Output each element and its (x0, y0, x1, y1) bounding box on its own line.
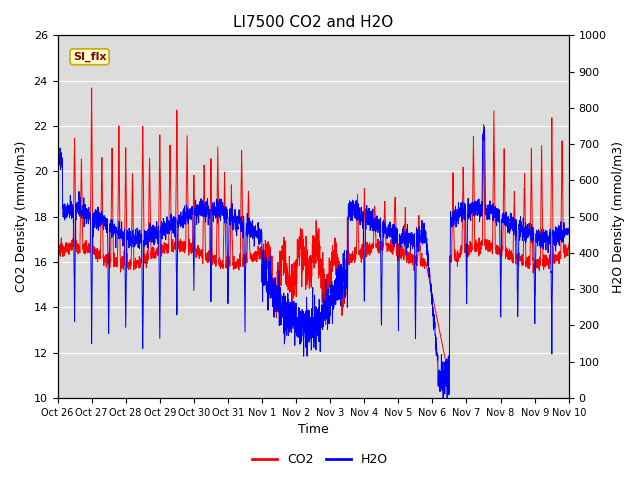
Line: CO2: CO2 (58, 88, 569, 380)
CO2 (88, 85, 95, 91)
H2O (142, 240, 150, 246)
Title: LI7500 CO2 and H2O: LI7500 CO2 and H2O (233, 15, 393, 30)
CO2 (555, 261, 563, 266)
H2O (500, 212, 508, 218)
CO2 (445, 377, 453, 383)
Line: H2O: H2O (58, 127, 569, 398)
Y-axis label: CO2 Density (mmol/m3): CO2 Density (mmol/m3) (15, 141, 28, 292)
CO2 (565, 241, 573, 247)
H2O (250, 232, 257, 238)
H2O (481, 124, 488, 130)
Y-axis label: H2O Density (mmol/m3): H2O Density (mmol/m3) (612, 141, 625, 293)
Text: SI_flx: SI_flx (73, 52, 106, 62)
CO2 (250, 251, 257, 256)
CO2 (143, 265, 150, 271)
H2O (112, 245, 120, 251)
CO2 (500, 164, 508, 170)
H2O (54, 151, 61, 156)
H2O (555, 241, 563, 247)
H2O (439, 395, 447, 401)
Legend: CO2, H2O: CO2, H2O (247, 448, 393, 471)
CO2 (54, 249, 61, 254)
CO2 (112, 254, 120, 260)
CO2 (272, 285, 280, 290)
H2O (272, 309, 280, 314)
X-axis label: Time: Time (298, 423, 328, 436)
H2O (565, 226, 573, 231)
